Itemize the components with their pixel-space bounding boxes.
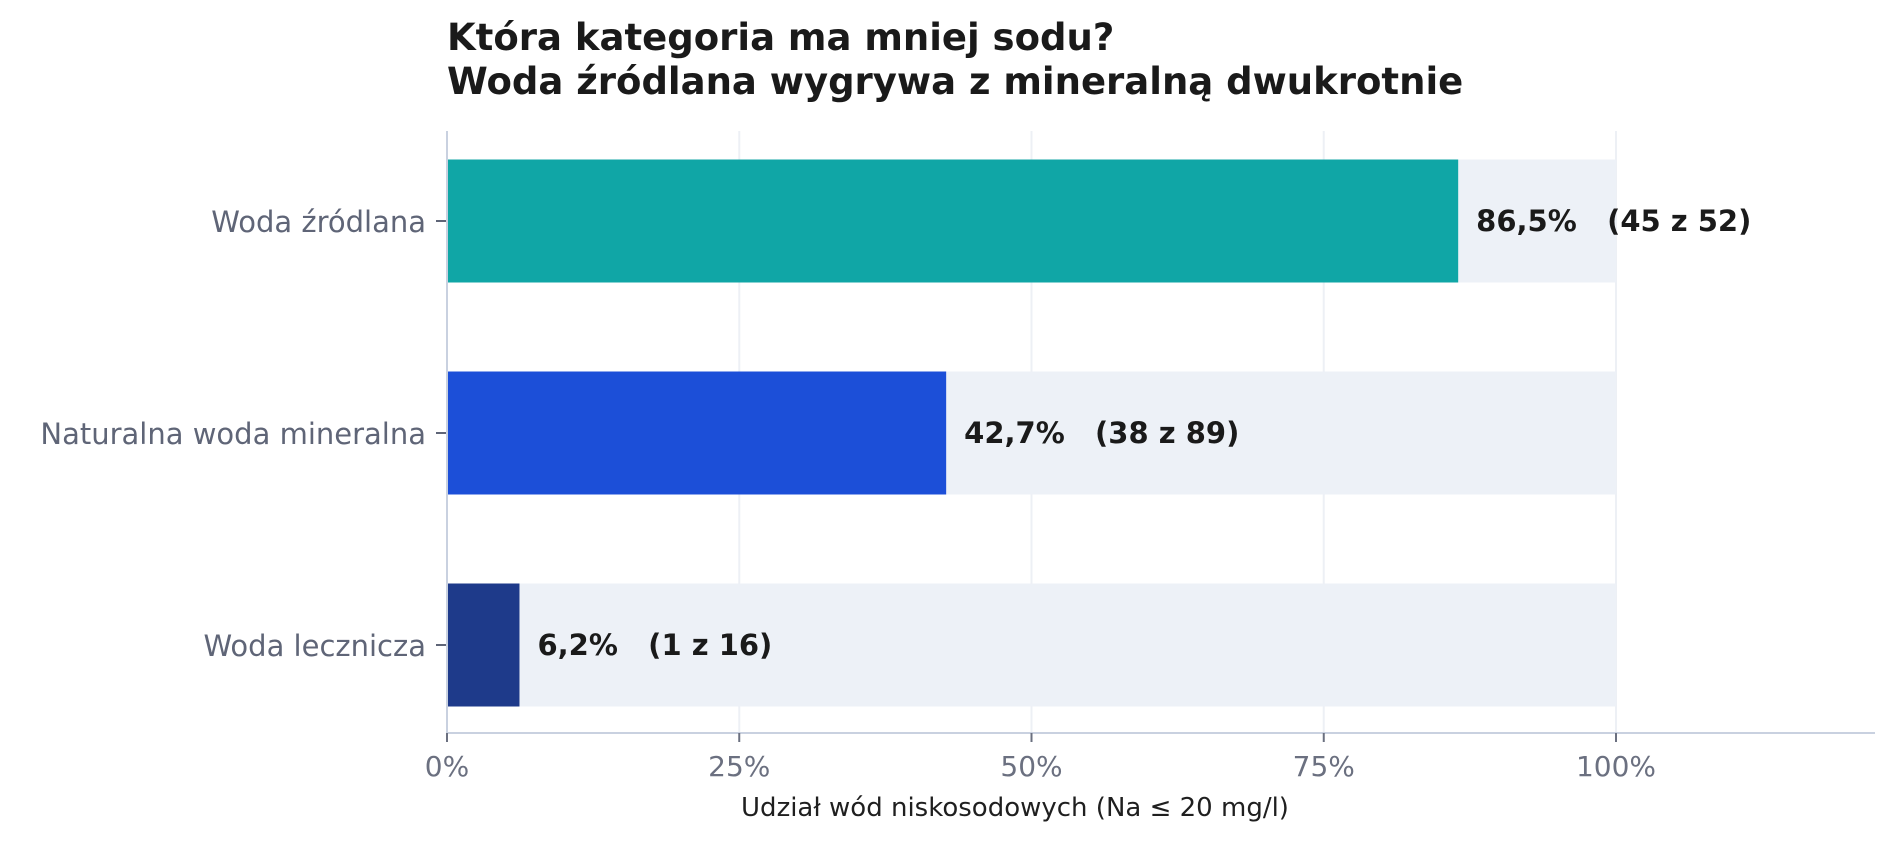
- x-tick-label-2: 50%: [1000, 750, 1062, 783]
- category-label-1: Naturalna woda mineralna: [40, 417, 426, 451]
- data-label-0: 86,5% (45 z 52): [1476, 204, 1751, 238]
- axes: [436, 131, 1875, 742]
- x-tick-label-0: 0%: [425, 750, 469, 783]
- bar-0: [447, 159, 1459, 283]
- bars: [447, 159, 1459, 707]
- bar-2: [447, 583, 520, 707]
- chart-title-line-1: Która kategoria ma mniej sodu?: [447, 16, 1114, 59]
- bar-1: [447, 371, 947, 495]
- x-tick-label-4: 100%: [1576, 750, 1656, 783]
- category-label-0: Woda źródlana: [211, 205, 426, 239]
- x-tick-label-3: 75%: [1293, 750, 1355, 783]
- data-label-2: 6,2% (1 z 16): [537, 628, 772, 662]
- bar-track-2: [447, 583, 1616, 707]
- chart-title-line-2: Woda źródlana wygrywa z mineralną dwukro…: [447, 60, 1463, 103]
- x-tick-label-1: 25%: [708, 750, 770, 783]
- category-label-2: Woda lecznicza: [203, 629, 426, 663]
- data-label-1: 42,7% (38 z 89): [964, 416, 1239, 450]
- labels: 86,5% (45 z 52) Woda źródlana 42,7% (38 z …: [40, 204, 1751, 783]
- x-axis-title: Udział wód niskosodowych (Na ≤ 20 mg/l): [741, 793, 1289, 823]
